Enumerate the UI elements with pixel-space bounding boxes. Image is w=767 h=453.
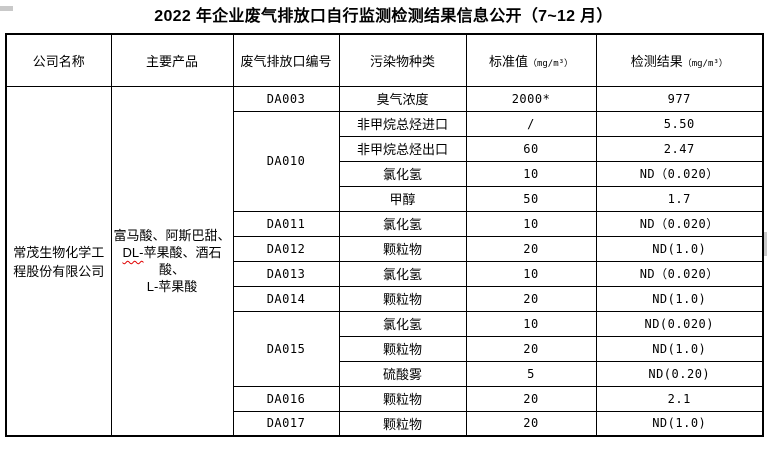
table-row: 硫酸雾 5 ND(0.20) [6,360,764,387]
standard-value-cell: 10 [465,210,597,237]
pollutant-cell: 颗粒物 [338,285,467,312]
pollutant-cell: 颗粒物 [338,335,467,362]
column-unit: （mg/m³） [682,58,728,69]
table-row: 甲醇 50 1.7 [6,185,764,212]
standard-value-cell: 10 [465,310,597,337]
result-cell: 977 [595,85,764,112]
outlet-id-cell: DA011 [232,210,340,237]
column-header: 废气排放口编号 [232,33,340,87]
table-row: 常茂生物化学工程股份有限公司 富马酸、阿斯巴甜、 DL-苹果酸、酒石酸、 L-苹果酸 D… [5,85,764,437]
result-cell: ND（0.020） [595,210,764,237]
outlet-id-cell: DA017 [232,410,340,437]
products-cell: 富马酸、阿斯巴甜、 DL-苹果酸、酒石酸、 L-苹果酸 [110,85,234,437]
company-cell: 常茂生物化学工程股份有限公司 [5,85,112,437]
table-row: DA016 颗粒物 20 2.1 [6,385,764,412]
standard-value-cell: 10 [465,260,597,287]
table-row: 氯化氢 10 ND（0.020） [6,160,764,187]
monitoring-results-table: 公司名称 主要产品 废气排放口编号 污染物种类 标准值（mg/m³） 检测结果（mg/m³… [5,33,764,437]
column-label: 废气排放口编号 [240,53,332,69]
column-label: 污染物种类 [369,53,435,69]
pollutant-cell: 氯化氢 [338,260,467,287]
standard-value-cell: 20 [465,410,597,437]
column-header: 公司名称 [5,33,112,87]
table-row: DA015 氯化氢 10 ND(0.020) [6,310,764,387]
pollutant-cell: 颗粒物 [338,410,467,437]
column-label: 标准值 [488,53,528,69]
result-cell: ND(1.0) [595,335,764,362]
outlet-id-cell: DA003 [232,85,340,112]
result-cell: 2.47 [595,135,764,162]
product-text: 富马酸、阿斯巴甜、 [113,227,231,243]
result-cell: 2.1 [595,385,764,412]
standard-value-cell: 20 [465,235,597,262]
result-cell: ND(1.0) [595,410,764,437]
column-header: 污染物种类 [338,33,467,87]
pollutant-cell: 甲醇 [338,185,467,212]
column-header: 主要产品 [110,33,234,87]
pollutant-cell: 颗粒物 [338,385,467,412]
column-header: 检测结果（mg/m³） [595,33,764,87]
scrollbar-thumb-fragment[interactable] [764,232,767,256]
result-cell: ND(0.20) [595,360,764,387]
result-cell: ND(0.020) [595,310,764,337]
window-corner-artifact [0,6,13,11]
result-cell: ND(1.0) [595,285,764,312]
standard-value-cell: 50 [465,185,597,212]
table-row: DA017 颗粒物 20 ND(1.0) [6,410,764,437]
product-text: L-苹果酸 [146,278,198,294]
standard-value-cell: 2000* [465,85,597,112]
outlet-id-cell: DA014 [232,285,340,312]
standard-value-cell: 20 [465,385,597,412]
standard-value-cell: 10 [465,160,597,187]
standard-value-cell: 20 [465,285,597,312]
standard-value-cell: 60 [465,135,597,162]
table-row: 非甲烷总烃出口 60 2.47 [6,135,764,162]
pollutant-cell: 非甲烷总烃进口 [338,110,467,137]
standard-value-cell: 5 [465,360,597,387]
column-label: 检测结果 [630,53,683,69]
outlet-id-cell: DA016 [232,385,340,412]
result-cell: 1.7 [595,185,764,212]
outlet-id-cell: DA010 [232,110,340,212]
standard-value-cell: 20 [465,335,597,362]
product-text-misspelled: DL- [122,244,144,260]
standard-value-cell: / [465,110,597,137]
result-cell: ND（0.020） [595,260,764,287]
outlet-id-cell: DA013 [232,260,340,287]
pollutant-cell: 非甲烷总烃出口 [338,135,467,162]
table-header-row: 公司名称 主要产品 废气排放口编号 污染物种类 标准值（mg/m³） 检测结果（mg/m³… [5,33,764,87]
product-text: 苹果酸、酒石酸、 [143,244,222,277]
result-cell: 5.50 [595,110,764,137]
result-cell: ND(1.0) [595,235,764,262]
pollutant-cell: 氯化氢 [338,160,467,187]
column-label: 公司名称 [32,53,85,69]
outlet-id-cell: DA015 [232,310,340,387]
pollutant-cell: 氯化氢 [338,210,467,237]
result-cell: ND（0.020） [595,160,764,187]
pollutant-cell: 臭气浓度 [338,85,467,112]
pollutant-cell: 颗粒物 [338,235,467,262]
column-label: 主要产品 [145,53,198,69]
column-unit: （mg/m³） [527,58,574,69]
page-title: 2022 年企业废气排放口自行监测检测结果信息公开（7~12 月） [154,8,613,25]
pollutant-cell: 氯化氢 [338,310,467,337]
pollutant-cell: 硫酸雾 [338,360,467,387]
column-header: 标准值（mg/m³） [465,33,597,87]
outlet-id-cell: DA012 [232,235,340,262]
